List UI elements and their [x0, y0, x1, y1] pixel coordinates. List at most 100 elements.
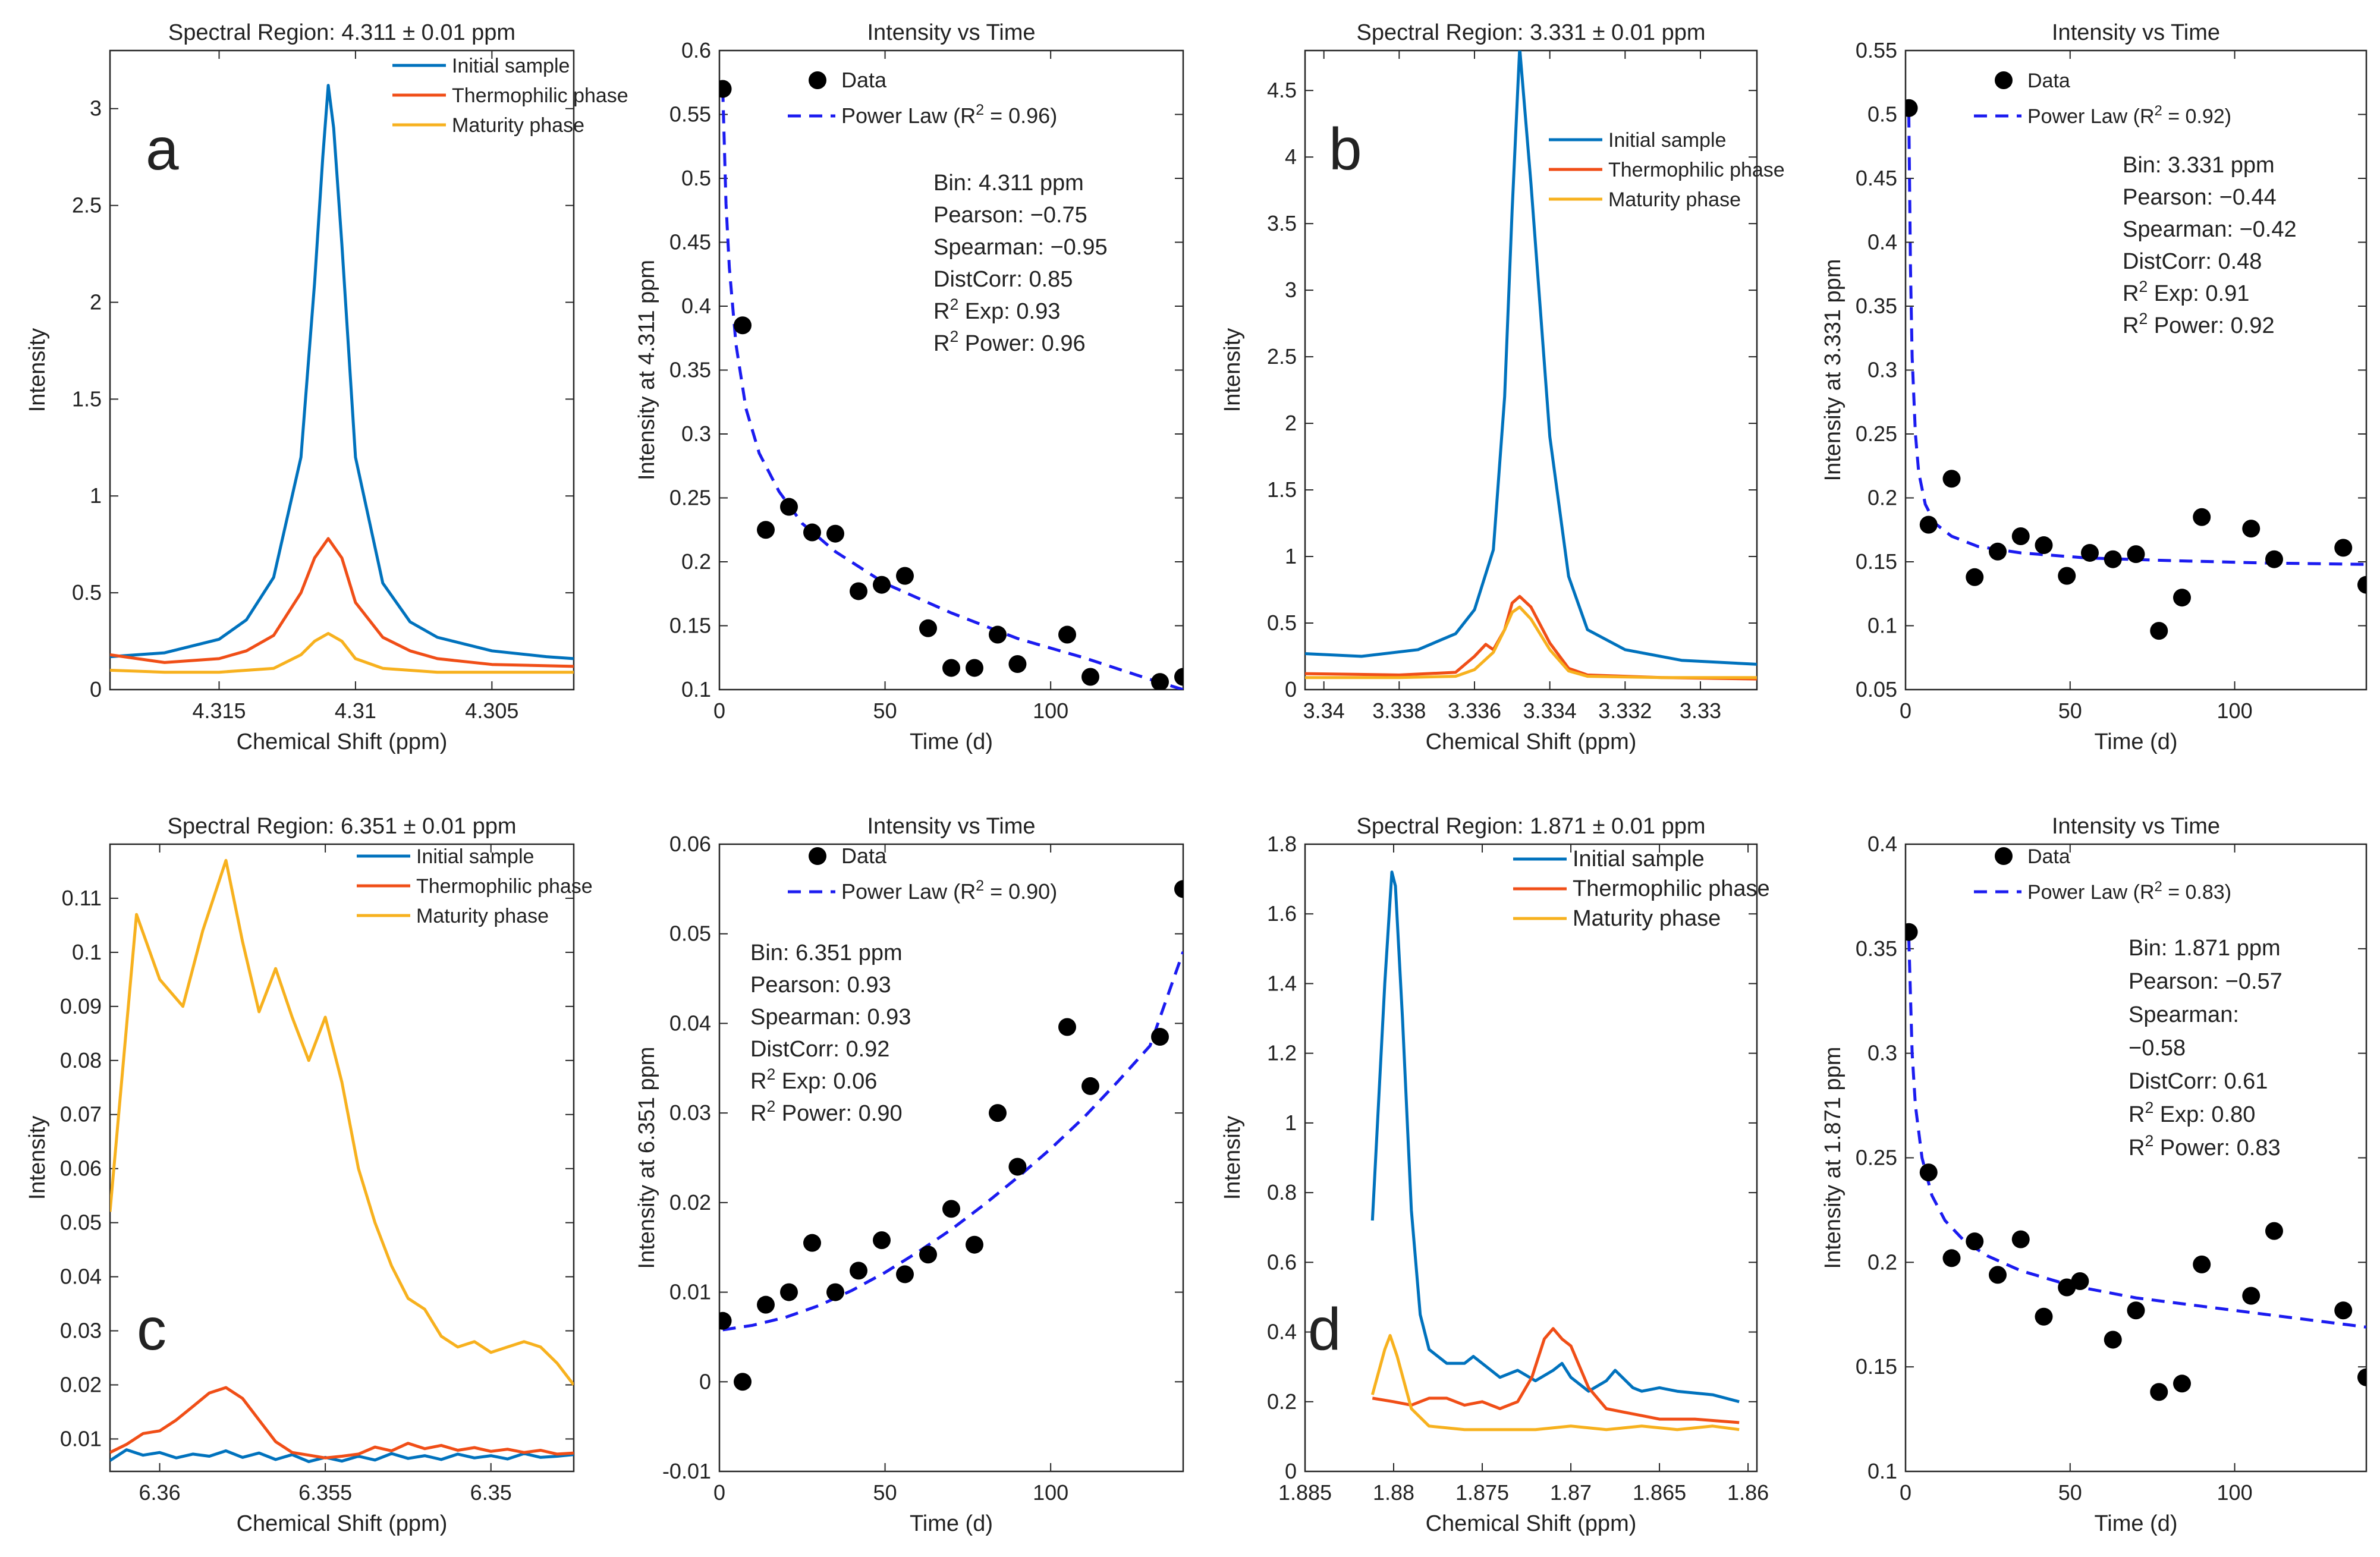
y-tick-label: 0.1 [1867, 1459, 1897, 1483]
data-point [1008, 1157, 1027, 1176]
panel-label: b [1329, 116, 1362, 183]
stats-line: Bin: 3.331 ppm [2123, 153, 2275, 178]
data-point [989, 1104, 1007, 1122]
x-tick-label: 50 [2058, 1480, 2082, 1505]
a-spectrum-chart: 4.315 4.31 4.305 0 0.5 1 1.5 2 2.5 3 Spectral Regi… [25, 20, 628, 754]
y-tick-label: 0.35 [669, 358, 711, 382]
y-tick-label: 0.4 [1867, 832, 1897, 856]
stats-line: R2 Exp: 0.93 [933, 295, 1060, 324]
y-tick-label: 0.15 [1856, 549, 1897, 574]
data-point [2104, 1330, 2122, 1349]
stats-line: DistCorr: 0.48 [2123, 249, 2262, 274]
stats-line: Spearman: [2129, 1002, 2239, 1027]
data-point [719, 1311, 732, 1330]
y-tick-label: 2 [90, 290, 102, 314]
data-point [719, 80, 732, 98]
data-point [1058, 625, 1076, 644]
y-tick-label: -0.01 [662, 1459, 711, 1483]
y-tick-label: 0.05 [60, 1210, 102, 1235]
y-axis-label: Intensity at 4.311 ppm [634, 260, 659, 480]
y-tick-label: 0.6 [681, 38, 711, 62]
y-tick-label: 1 [90, 483, 102, 508]
series-line-initial [1370, 870, 1740, 1404]
legend-label: Data [2027, 845, 2070, 868]
fit-curve [721, 89, 1183, 690]
y-tick-label: 0.4 [681, 294, 711, 318]
data-point [757, 1295, 775, 1314]
y-tick-label: 1.2 [1267, 1041, 1297, 1065]
chart-title: Spectral Region: 3.331 ± 0.01 ppm [1357, 20, 1706, 45]
data-point [2173, 1374, 2191, 1393]
data-point [966, 659, 983, 677]
y-tick-label: 0.1 [1867, 614, 1897, 638]
legend-label: Initial sample [1608, 129, 1726, 152]
y-tick-label: 0.6 [1267, 1250, 1297, 1274]
y-tick-label: 0.2 [681, 549, 711, 574]
series-line-thermo [1372, 1327, 1740, 1424]
data-point [919, 619, 937, 637]
y-tick-label: 0 [90, 677, 102, 702]
stats-line: DistCorr: 0.92 [750, 1037, 889, 1062]
chart-title: Intensity vs Time [2052, 814, 2220, 839]
x-tick-label: 3.334 [1523, 699, 1577, 723]
data-point [1919, 1163, 1938, 1182]
b-spectrum-plot-area [1305, 51, 1757, 681]
legend-label: Thermophilic phase [416, 875, 593, 898]
y-tick-label: 0.5 [1267, 611, 1297, 635]
y-tick-label: 0.5 [1867, 102, 1897, 127]
x-tick-label: 0 [1900, 699, 1911, 723]
data-point [1174, 880, 1183, 898]
legend-label: Maturity phase [1608, 188, 1741, 211]
c-time-axes-box [718, 843, 1184, 1473]
y-tick-label: 0.06 [60, 1156, 102, 1181]
legend-label: Data [2027, 70, 2070, 92]
x-axis-label: Time (d) [2094, 729, 2177, 754]
y-tick-label: 0.15 [1856, 1354, 1897, 1379]
chart-title: Spectral Region: 1.871 ± 0.01 ppm [1357, 814, 1706, 839]
x-tick-label: 0 [713, 1480, 725, 1505]
chart-title: Intensity vs Time [2052, 20, 2220, 45]
panel-label: c [137, 1296, 166, 1363]
legend-label: Power Law (R2 = 0.90) [841, 877, 1057, 904]
y-tick-label: 0.55 [669, 102, 711, 127]
x-tick-label: 1.885 [1278, 1480, 1332, 1505]
y-tick-label: 1.6 [1267, 901, 1297, 926]
data-point [1151, 673, 1169, 690]
data-point [803, 523, 821, 542]
data-point [780, 1283, 798, 1301]
x-tick-label: 4.315 [192, 699, 246, 723]
y-tick-label: 0.03 [60, 1319, 102, 1343]
data-point [2357, 1368, 2366, 1386]
data-point [734, 1373, 752, 1391]
y-tick-label: 0.1 [681, 677, 711, 702]
y-axis-label: Intensity at 3.331 ppm [1821, 259, 1845, 482]
data-point [2035, 1307, 2053, 1326]
y-axis-label: Intensity [1220, 1116, 1245, 1200]
y-tick-label: 2 [1285, 411, 1297, 435]
x-tick-label: 100 [2217, 699, 2253, 723]
a-time-plot-area [719, 80, 1183, 690]
data-point [989, 625, 1007, 644]
data-point [966, 1235, 983, 1254]
data-point [2357, 575, 2366, 594]
data-point [1174, 668, 1183, 686]
fit-curve [1907, 114, 2366, 566]
data-point [2150, 1383, 2168, 1401]
data-point [942, 659, 960, 677]
x-tick-label: 1.865 [1633, 1480, 1686, 1505]
data-point [1906, 99, 1918, 117]
c-time-chart: 0 50 100-0.0100.010.020.030.040.050.06Inte… [634, 814, 1184, 1536]
data-point [2265, 1222, 2283, 1240]
y-tick-label: 0.4 [1267, 1320, 1297, 1344]
y-tick-label: 0.5 [72, 580, 102, 605]
data-point [734, 316, 752, 335]
data-point [2173, 589, 2191, 607]
y-tick-label: 2.5 [72, 193, 102, 218]
stats-line: Pearson: −0.44 [2123, 185, 2277, 210]
y-tick-label: 0 [1285, 1459, 1297, 1483]
panel-label: d [1308, 1296, 1341, 1363]
c-time-plot-area [719, 880, 1183, 1391]
series-line-initial [110, 84, 574, 660]
legend-marker-data [1995, 71, 2013, 89]
x-tick-label: 4.31 [335, 699, 376, 723]
